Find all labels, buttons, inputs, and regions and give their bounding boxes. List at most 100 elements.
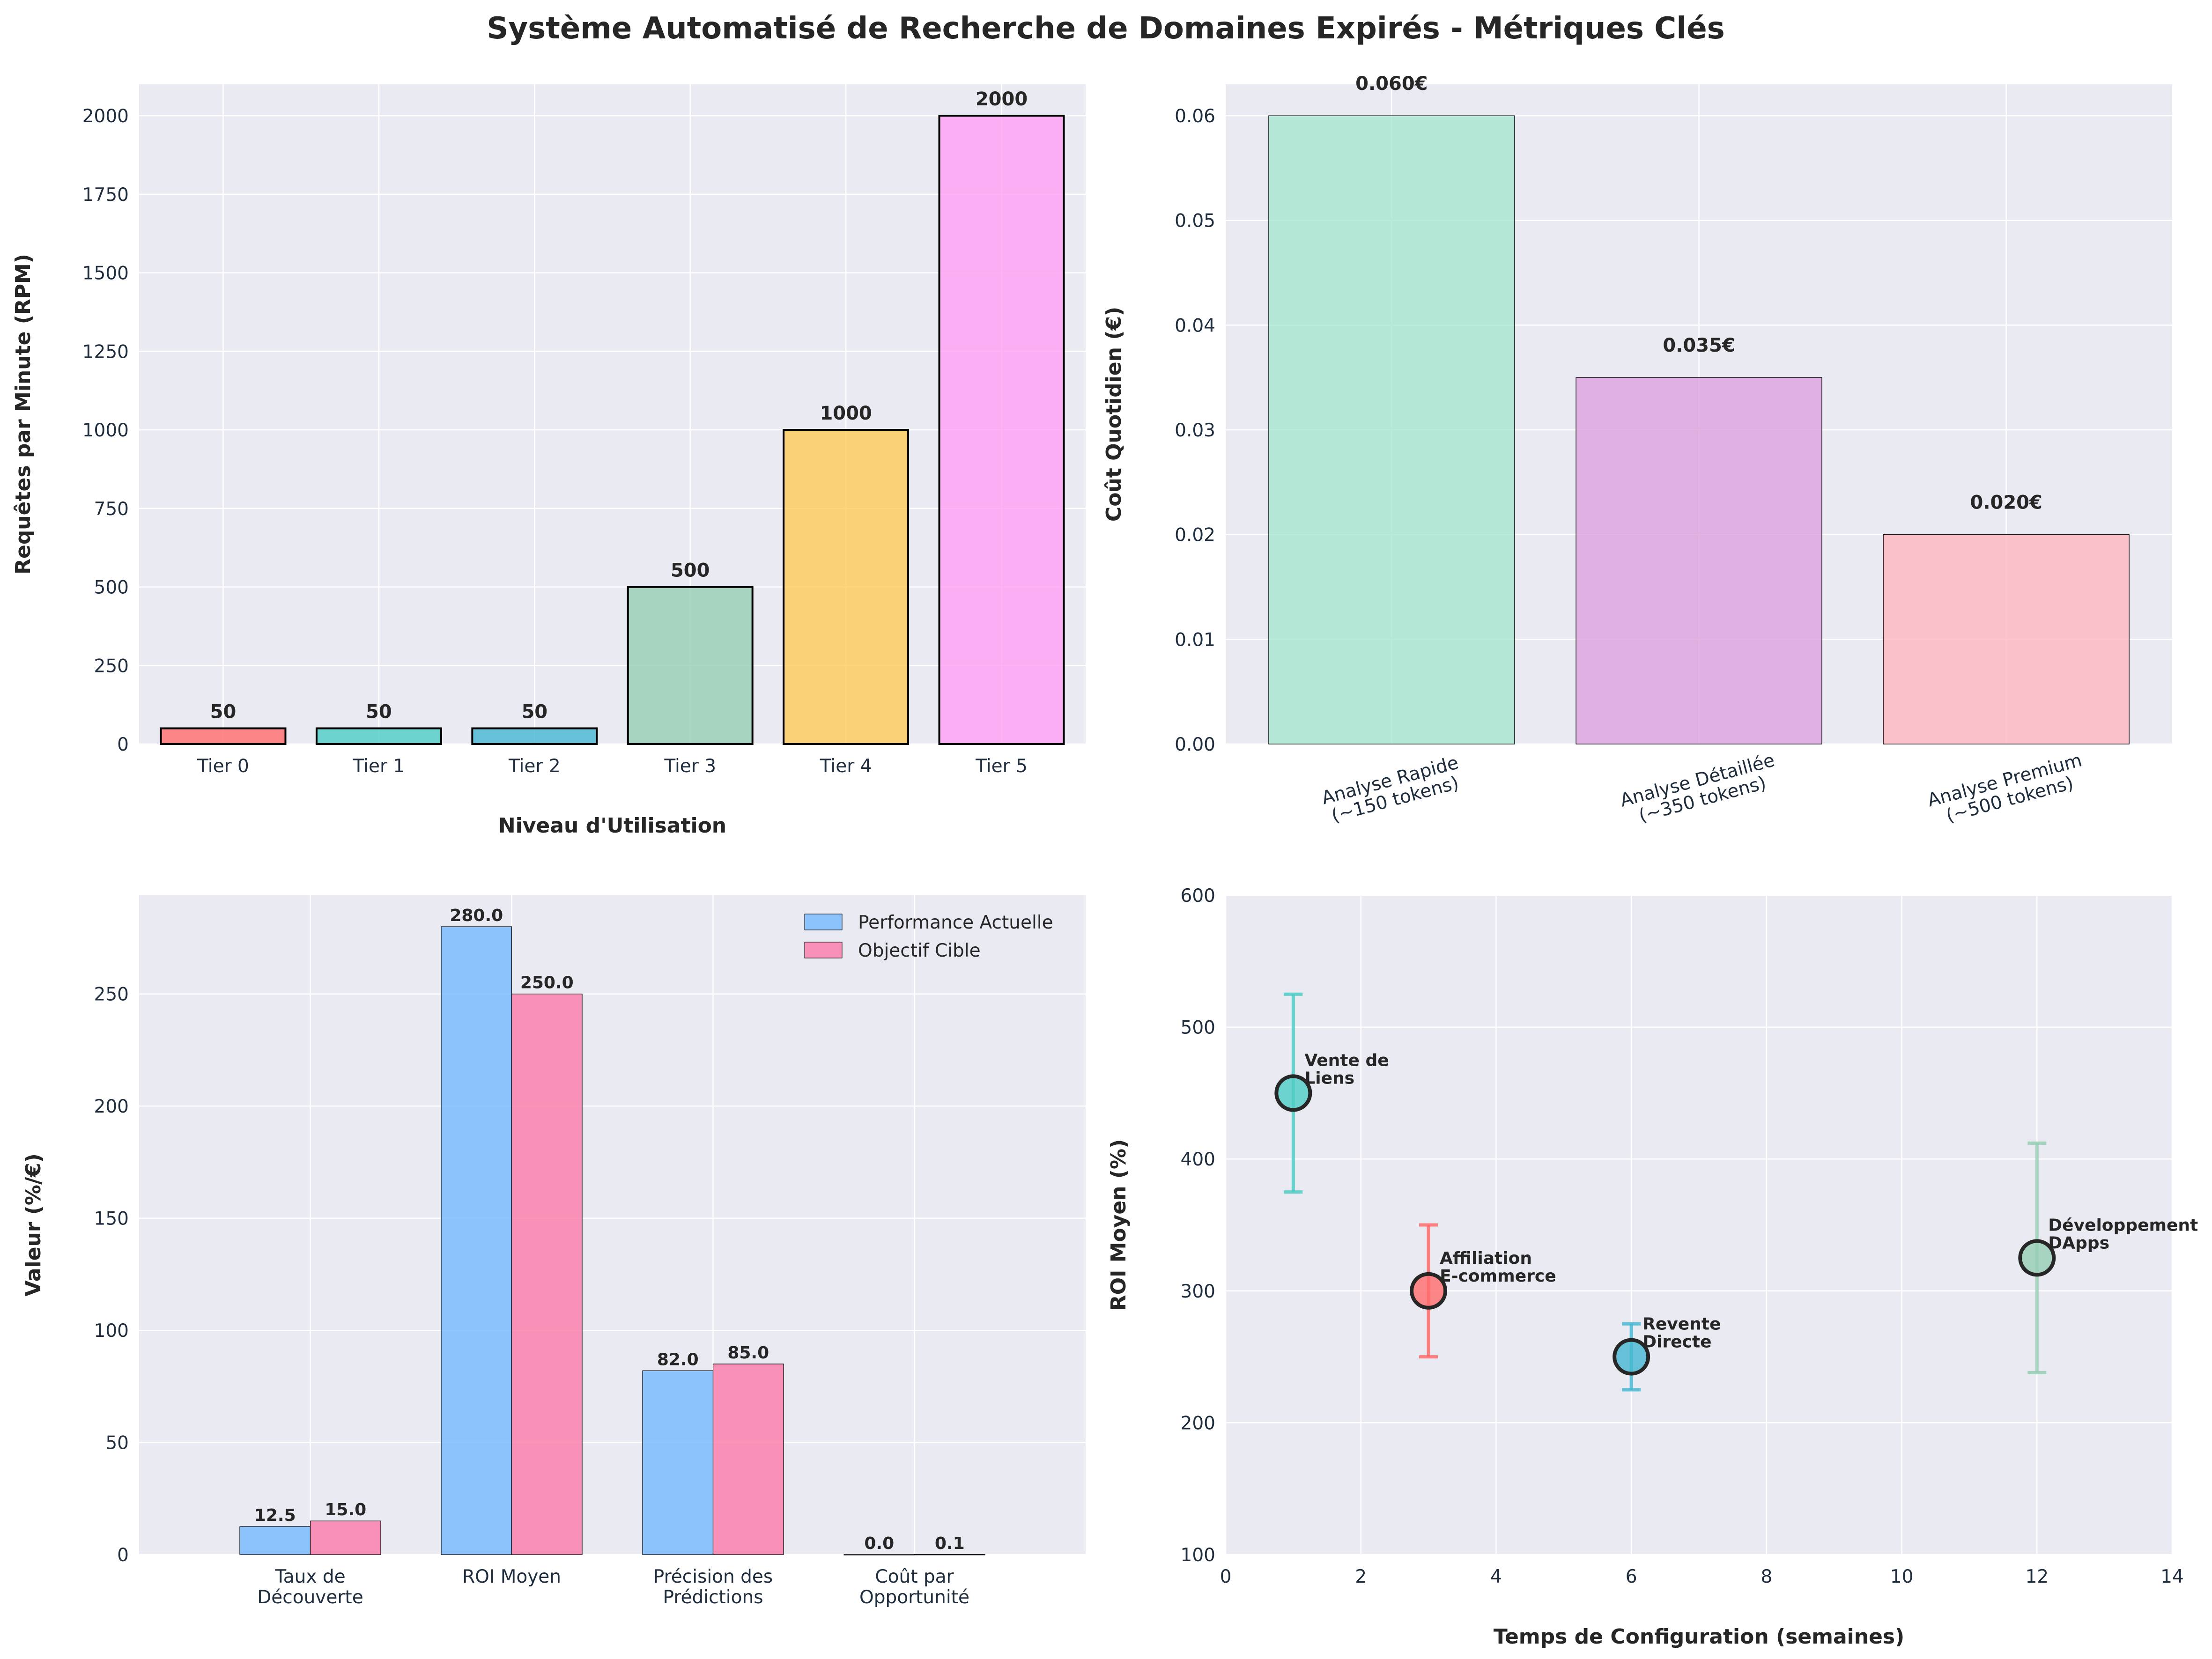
y-tick-label: 200 — [94, 1096, 129, 1117]
x-tick-label: Tier 3 — [664, 756, 716, 777]
point-annotation: Revente Directe — [1642, 1315, 1721, 1352]
data-label: 0.1 — [935, 1534, 965, 1553]
data-label: 12.5 — [254, 1506, 296, 1525]
x-tick-label: Tier 2 — [508, 756, 561, 777]
point-vente-de-liens — [1274, 1074, 1312, 1112]
y-tick-label: 0.04 — [1175, 315, 1215, 336]
x-tick-label: 0 — [1220, 1566, 1232, 1587]
chart-daily-cost: 0.00 0.01 0.02 0.03 0.04 0.05 0.06 0.060€ Analys… — [1102, 73, 2172, 830]
y-tick-label: 100 — [1181, 1545, 1215, 1566]
point-annotation: Affiliation E-commerce — [1440, 1249, 1556, 1286]
data-label: 50 — [521, 701, 547, 723]
data-label: 85.0 — [727, 1343, 769, 1363]
plot-area — [139, 895, 1086, 1555]
x-tick-label: Analyse Premium(~500 tokens) — [1925, 750, 2089, 830]
y-tick-label: 200 — [1181, 1413, 1215, 1434]
y-tick-label: 600 — [1181, 885, 1215, 907]
bar-tier-2 — [471, 727, 598, 745]
point-annotation: Vente de Liens — [1304, 1051, 1389, 1088]
bar-tier-3 — [627, 586, 754, 745]
data-label: 250.0 — [520, 973, 574, 993]
plot-area — [1226, 895, 2172, 1555]
y-tick-label: 0.05 — [1175, 211, 1215, 232]
data-label: 50 — [366, 701, 392, 723]
figure-title: Système Automatisé de Recherche de Domai… — [487, 11, 1724, 46]
x-tick-label: Analyse Rapide(~150 tokens) — [1319, 752, 1466, 828]
point-affiliation-e-commerce — [1410, 1272, 1448, 1310]
chart-roi-vs-setup-time: 100 200 300 400 500 600 0 2 4 6 8 10 12 14 Affiliation… — [1107, 885, 2198, 1649]
y-tick-label: 250 — [94, 984, 129, 1005]
x-tick-label: 2 — [1355, 1566, 1367, 1587]
y-tick-label: 500 — [94, 577, 129, 598]
y-tick-label: 0 — [117, 734, 129, 755]
y-tick-label: 400 — [1181, 1149, 1215, 1170]
x-axis-label: Niveau d'Utilisation — [498, 814, 726, 838]
x-tick-label: 6 — [1626, 1566, 1637, 1587]
point-d-veloppement-dapps — [2018, 1239, 2056, 1277]
x-axis-label: Temps de Configuration (semaines) — [1494, 1625, 1904, 1649]
bar-analyse-d-taill-e-350-tokens — [1576, 377, 1822, 745]
y-tick-label: 50 — [105, 1433, 129, 1454]
y-tick-label: 0.03 — [1175, 420, 1215, 441]
x-tick-label: 8 — [1761, 1566, 1772, 1587]
y-axis-label: Valeur (%/€) — [22, 1153, 45, 1297]
x-tick-label: Taux de Découverte — [257, 1566, 363, 1608]
y-tick-label: 750 — [94, 499, 129, 520]
point-revente-directe — [1613, 1338, 1650, 1376]
data-label: 1000 — [820, 403, 872, 424]
data-label: 0.060€ — [1355, 73, 1428, 95]
bar-performance-actuelle-pr-cision-des-pr-dictions — [642, 1370, 714, 1555]
y-tick-label: 300 — [1181, 1281, 1215, 1302]
y-tick-label: 250 — [94, 656, 129, 677]
y-tick-label: 0.06 — [1175, 106, 1215, 127]
x-tick-label: 4 — [1490, 1566, 1502, 1587]
y-tick-label: 500 — [1181, 1018, 1215, 1039]
bar-objectif-cible-taux-de-d-couverte — [310, 1520, 381, 1555]
x-tick-label: Coût par Opportunité — [859, 1566, 969, 1608]
y-tick-label: 1000 — [82, 420, 129, 441]
y-tick-label: 100 — [94, 1320, 129, 1342]
y-axis-label: Coût Quotidien (€) — [1102, 307, 1126, 522]
bar-objectif-cible-roi-moyen — [511, 994, 583, 1555]
y-tick-label: 150 — [94, 1209, 129, 1230]
bar-objectif-cible-pr-cision-des-pr-dictions — [712, 1364, 784, 1555]
legend-label: Performance Actuelle — [858, 912, 1053, 933]
x-tick-label: Tier 5 — [975, 756, 1028, 777]
x-tick-label: Tier 1 — [353, 756, 405, 777]
x-tick-label: ROI Moyen — [462, 1566, 561, 1587]
point-annotation: Développement DApps — [2048, 1216, 2198, 1253]
y-tick-label: 0.00 — [1175, 734, 1215, 755]
chart-performance-vs-target: 0 50 100 150 200 250 12.5 280.0 82.0 0.0 15.0 250.0… — [22, 895, 1086, 1608]
y-axis-label: ROI Moyen (%) — [1107, 1139, 1131, 1311]
data-label: 0.0 — [864, 1534, 894, 1553]
y-tick-label: 0.01 — [1175, 629, 1215, 650]
data-label: 15.0 — [325, 1500, 366, 1519]
bar-analyse-premium-500-tokens — [1883, 534, 2130, 745]
data-label: 280.0 — [450, 906, 503, 925]
bar-performance-actuelle-roi-moyen — [441, 926, 512, 1555]
x-tick-label: Précision des Prédictions — [653, 1566, 773, 1608]
x-tick-label: Tier 0 — [197, 756, 249, 777]
y-tick-label: 0.02 — [1175, 525, 1215, 546]
y-tick-label: 2000 — [82, 106, 129, 127]
bar-tier-4 — [783, 429, 910, 745]
bar-tier-1 — [315, 727, 442, 745]
data-label: 0.020€ — [1970, 492, 2042, 514]
y-tick-label: 0 — [117, 1545, 129, 1566]
bar-analyse-rapide-150-tokens — [1268, 115, 1515, 745]
data-label: 2000 — [976, 88, 1028, 110]
legend-swatch-performance-actuelle — [804, 914, 843, 930]
x-tick-label: 12 — [2025, 1566, 2049, 1587]
chart-rpm-by-tier: 0 250 500 750 1000 1250 1500 1750 2000 50 Tier 0 50… — [11, 84, 1086, 838]
x-tick-label: Tier 4 — [820, 756, 872, 777]
y-tick-label: 1500 — [82, 263, 129, 284]
data-label: 500 — [671, 560, 710, 582]
bar-performance-actuelle-taux-de-d-couverte — [239, 1526, 311, 1555]
data-label: 50 — [210, 701, 237, 723]
data-label: 0.035€ — [1663, 335, 1735, 356]
y-tick-label: 1750 — [82, 184, 129, 206]
x-tick-label: Analyse Détaillée(~350 tokens) — [1618, 750, 1782, 830]
y-axis-label: Requêtes par Minute (RPM) — [11, 254, 35, 575]
x-tick-label: 10 — [1890, 1566, 1914, 1587]
